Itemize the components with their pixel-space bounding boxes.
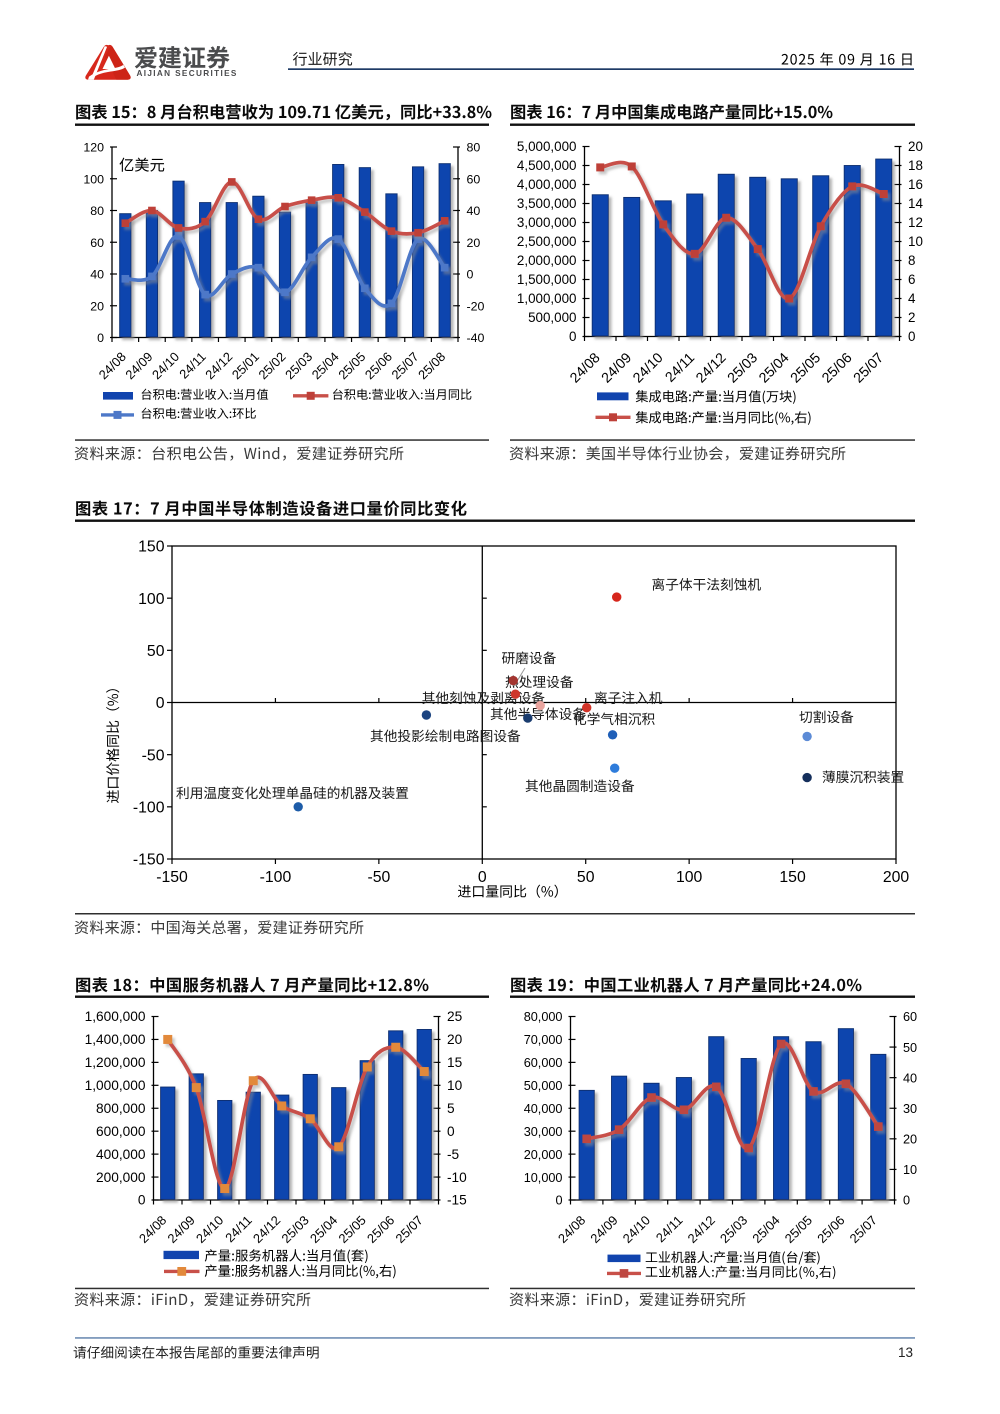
svg-text:50: 50: [577, 869, 595, 886]
svg-text:0: 0: [138, 1193, 146, 1208]
svg-text:50,000: 50,000: [524, 1079, 563, 1093]
svg-text:1,400,000: 1,400,000: [85, 1032, 146, 1047]
svg-text:-50: -50: [142, 747, 165, 764]
svg-text:0: 0: [97, 331, 104, 345]
svg-text:100: 100: [83, 172, 104, 186]
svg-text:40,000: 40,000: [524, 1102, 563, 1116]
svg-text:500,000: 500,000: [528, 310, 576, 325]
svg-text:1,500,000: 1,500,000: [517, 272, 577, 287]
svg-text:80: 80: [90, 204, 104, 218]
svg-text:40: 40: [90, 268, 104, 282]
svg-text:40: 40: [903, 1071, 917, 1085]
svg-text:6: 6: [908, 272, 915, 287]
svg-text:60: 60: [90, 236, 104, 250]
svg-text:-5: -5: [447, 1147, 460, 1162]
svg-text:AIJIAN SECURITIES: AIJIAN SECURITIES: [137, 69, 238, 78]
svg-text:70,000: 70,000: [524, 1033, 563, 1047]
svg-text:0: 0: [447, 1124, 455, 1139]
svg-text:3,000,000: 3,000,000: [517, 215, 577, 230]
svg-text:60: 60: [467, 172, 481, 186]
svg-text:20: 20: [908, 139, 923, 154]
svg-text:-20: -20: [467, 299, 485, 313]
svg-text:60: 60: [903, 1010, 917, 1024]
svg-text:600,000: 600,000: [96, 1124, 146, 1139]
svg-text:50: 50: [903, 1041, 917, 1055]
svg-text:-15: -15: [447, 1193, 467, 1208]
svg-text:10: 10: [903, 1163, 917, 1177]
svg-text:2: 2: [908, 310, 915, 325]
svg-text:5,000,000: 5,000,000: [517, 139, 577, 154]
svg-text:20,000: 20,000: [524, 1148, 563, 1162]
svg-text:1,000,000: 1,000,000: [517, 291, 577, 306]
svg-text:2,500,000: 2,500,000: [517, 234, 577, 249]
svg-text:150: 150: [779, 869, 806, 886]
svg-text:10,000: 10,000: [524, 1171, 563, 1185]
svg-text:800,000: 800,000: [96, 1101, 146, 1116]
svg-text:-150: -150: [156, 869, 188, 886]
svg-text:13: 13: [898, 1345, 913, 1360]
svg-text:3,500,000: 3,500,000: [517, 196, 577, 211]
svg-text:20: 20: [467, 236, 481, 250]
svg-text:100: 100: [138, 591, 165, 608]
svg-text:4,000,000: 4,000,000: [517, 177, 577, 192]
svg-text:8: 8: [908, 253, 915, 268]
svg-text:30,000: 30,000: [524, 1125, 563, 1139]
svg-text:20: 20: [90, 299, 104, 313]
svg-text:80,000: 80,000: [524, 1010, 563, 1024]
svg-text:20: 20: [903, 1133, 917, 1147]
svg-text:100: 100: [676, 869, 703, 886]
svg-text:25: 25: [447, 1009, 463, 1024]
svg-text:40: 40: [467, 204, 481, 218]
svg-text:0: 0: [467, 268, 474, 282]
svg-text:18: 18: [908, 158, 923, 173]
svg-text:14: 14: [908, 196, 923, 211]
svg-text:1,600,000: 1,600,000: [85, 1009, 146, 1024]
svg-text:-100: -100: [133, 800, 165, 817]
svg-text:10: 10: [908, 234, 923, 249]
svg-text:20: 20: [447, 1032, 463, 1047]
svg-text:5: 5: [447, 1101, 455, 1116]
svg-text:16: 16: [908, 177, 923, 192]
svg-text:2,000,000: 2,000,000: [517, 253, 577, 268]
svg-text:15: 15: [447, 1055, 463, 1070]
svg-text:200: 200: [883, 869, 910, 886]
svg-text:1,200,000: 1,200,000: [85, 1055, 146, 1070]
svg-text:400,000: 400,000: [96, 1147, 146, 1162]
svg-text:0: 0: [555, 1194, 562, 1208]
svg-text:0: 0: [478, 869, 487, 886]
svg-text:0: 0: [569, 329, 576, 344]
svg-text:-150: -150: [133, 852, 165, 869]
svg-text:50: 50: [147, 643, 165, 660]
svg-text:4: 4: [908, 291, 916, 306]
svg-text:0: 0: [908, 329, 915, 344]
svg-text:-10: -10: [447, 1170, 467, 1185]
svg-text:0: 0: [903, 1194, 910, 1208]
svg-text:10: 10: [447, 1078, 463, 1093]
svg-text:80: 80: [467, 141, 481, 155]
svg-text:60,000: 60,000: [524, 1056, 563, 1070]
svg-text:-50: -50: [367, 869, 390, 886]
svg-text:-100: -100: [260, 869, 292, 886]
svg-text:12: 12: [908, 215, 923, 230]
svg-text:200,000: 200,000: [96, 1170, 146, 1185]
svg-text:4,500,000: 4,500,000: [517, 158, 577, 173]
svg-text:1,000,000: 1,000,000: [85, 1078, 146, 1093]
svg-text:120: 120: [83, 141, 104, 155]
svg-text:-40: -40: [467, 331, 485, 345]
svg-text:150: 150: [138, 539, 165, 556]
svg-text:0: 0: [156, 695, 165, 712]
svg-text:30: 30: [903, 1102, 917, 1116]
